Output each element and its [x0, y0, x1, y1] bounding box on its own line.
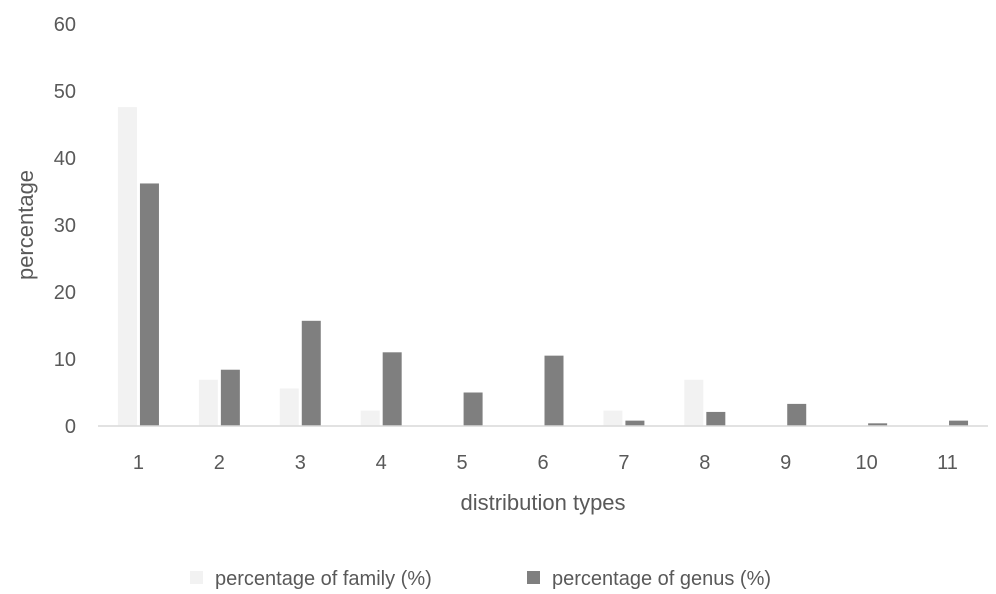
- y-tick-label: 40: [54, 148, 76, 170]
- y-tick-label: 20: [54, 282, 76, 304]
- x-tick-label: 9: [780, 452, 791, 474]
- y-tick-label: 60: [54, 14, 76, 36]
- legend-swatch: [527, 571, 540, 584]
- bar-series-2-cat-8: [706, 411, 726, 426]
- bar-series-2-cat-1: [139, 183, 159, 426]
- bar-series-2-cat-4: [382, 352, 402, 426]
- x-tick-label: 10: [856, 452, 878, 474]
- bar-series-2-cat-6: [544, 355, 564, 426]
- bar-series-1-cat-1: [117, 107, 137, 426]
- x-tick-label: 4: [376, 452, 387, 474]
- x-tick-label: 6: [537, 452, 548, 474]
- y-tick-label: 10: [54, 349, 76, 371]
- bars: [117, 107, 969, 426]
- x-tick-label: 8: [699, 452, 710, 474]
- y-tick-label: 30: [54, 215, 76, 237]
- bar-series-1-cat-2: [198, 379, 218, 426]
- bar-series-2-cat-5: [463, 392, 483, 426]
- legend-label: percentage of family (%): [215, 568, 432, 590]
- bar-series-1-cat-4: [360, 410, 380, 426]
- bar-series-2-cat-10: [868, 423, 888, 426]
- bar-series-1-cat-7: [603, 410, 623, 426]
- bar-series-2-cat-9: [787, 403, 807, 426]
- y-axis-title: percentage: [13, 170, 38, 280]
- x-tick-label: 2: [214, 452, 225, 474]
- bar-series-2-cat-11: [949, 420, 969, 426]
- bar-series-1-cat-3: [279, 388, 299, 426]
- x-tick-label: 1: [133, 452, 144, 474]
- bar-series-2-cat-7: [625, 420, 645, 426]
- legend-swatch: [190, 571, 203, 584]
- y-axis: 0 10 20 30 40 50 60: [54, 14, 76, 438]
- x-tick-label: 3: [295, 452, 306, 474]
- bar-series-2-cat-3: [301, 320, 321, 426]
- x-tick-label: 7: [618, 452, 629, 474]
- legend-label: percentage of genus (%): [552, 568, 771, 590]
- x-axis-title: distribution types: [460, 490, 625, 515]
- x-tick-label: 11: [937, 452, 958, 474]
- x-axis: 1 2 3 4 5 6 7 8 9 10 11: [133, 452, 958, 474]
- bar-series-1-cat-8: [684, 379, 704, 426]
- legend: percentage of family (%) percentage of ge…: [190, 568, 771, 590]
- y-tick-label: 0: [65, 416, 76, 438]
- bar-series-2-cat-2: [220, 369, 240, 426]
- y-tick-label: 50: [54, 81, 76, 103]
- x-tick-label: 5: [457, 452, 468, 474]
